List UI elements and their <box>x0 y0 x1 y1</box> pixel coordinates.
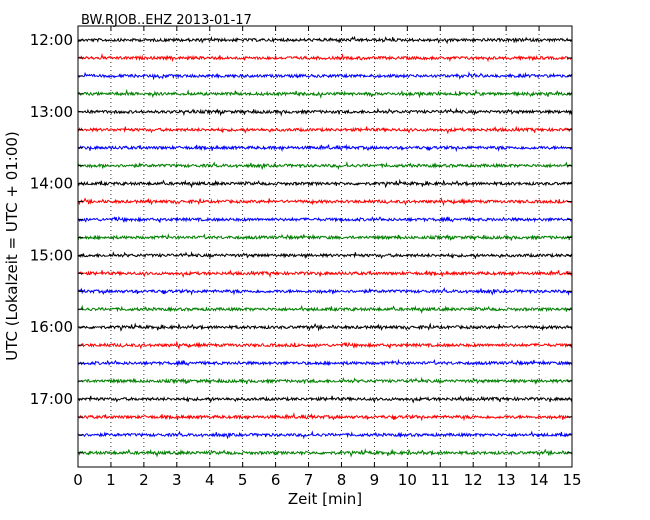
x-axis-label: Zeit [min] <box>288 490 362 508</box>
tick-marks <box>77 26 573 467</box>
trace-1645 <box>77 376 573 385</box>
trace-1200 <box>77 35 573 45</box>
trace-1600 <box>77 322 573 332</box>
x-tick-label: 3 <box>172 471 182 489</box>
trace-1430 <box>77 216 573 224</box>
x-tick-label: 4 <box>205 471 215 489</box>
y-tick-label: 16:00 <box>30 318 73 336</box>
trace-1245 <box>77 88 573 99</box>
x-tick-label: 7 <box>304 471 314 489</box>
x-tick-label: 14 <box>530 471 549 489</box>
x-tick-label: 1 <box>106 471 116 489</box>
trace-1745 <box>77 447 573 458</box>
trace-1700 <box>77 395 573 404</box>
x-tick-label: 11 <box>431 471 450 489</box>
chart-title: BW.RJOB..EHZ 2013-01-17 <box>81 13 252 28</box>
trace-1445 <box>77 233 573 241</box>
x-tick-label: 2 <box>139 471 149 489</box>
x-tick-label: 9 <box>370 471 380 489</box>
trace-1545 <box>77 304 573 315</box>
trace-1345 <box>77 160 573 171</box>
x-tick-label: 12 <box>464 471 483 489</box>
y-tick-labels: 12:00 13:00 14:00 15:00 16:00 17:00 <box>30 31 73 408</box>
trace-1315 <box>77 125 573 135</box>
x-tick-label: 10 <box>398 471 417 489</box>
x-tick-label: 6 <box>271 471 281 489</box>
plot-frame <box>77 25 573 468</box>
trace-1300 <box>77 107 573 117</box>
y-tick-label: 13:00 <box>30 103 73 121</box>
trace-1415 <box>77 196 573 207</box>
trace-1730 <box>77 430 573 440</box>
x-tick-label: 5 <box>238 471 248 489</box>
y-tick-label: 14:00 <box>30 175 73 193</box>
x-tick-label: 13 <box>497 471 516 489</box>
trace-1230 <box>77 71 573 81</box>
x-tick-labels: 0 1 2 3 4 5 6 7 8 9 10 11 12 13 14 15 <box>73 471 581 489</box>
trace-1630 <box>77 358 573 367</box>
trace-1615 <box>77 340 573 351</box>
y-tick-label: 17:00 <box>30 390 73 408</box>
y-axis-label: UTC (Lokalzeit = UTC + 01:00) <box>3 131 21 361</box>
trace-1500 <box>77 251 573 260</box>
trace-1330 <box>77 143 573 153</box>
traces <box>77 35 573 458</box>
trace-1400 <box>77 178 573 189</box>
trace-1215 <box>77 52 573 63</box>
x-tick-label: 15 <box>562 471 581 489</box>
x-tick-label: 0 <box>73 471 83 489</box>
x-tick-label: 8 <box>337 471 347 489</box>
y-tick-label: 15:00 <box>30 246 73 264</box>
trace-1715 <box>77 411 573 422</box>
trace-1530 <box>77 287 573 296</box>
trace-1515 <box>77 269 573 279</box>
grid-lines <box>110 26 540 467</box>
y-tick-label: 12:00 <box>30 31 73 49</box>
